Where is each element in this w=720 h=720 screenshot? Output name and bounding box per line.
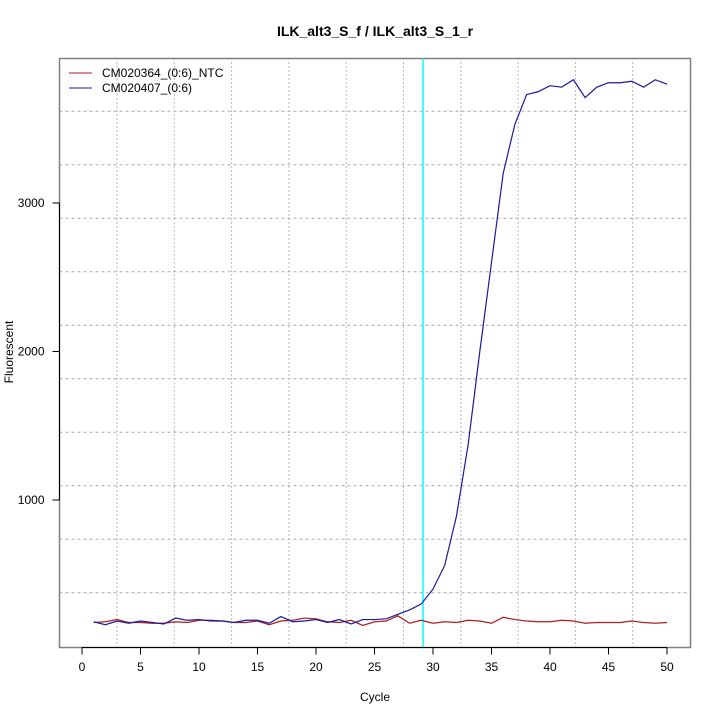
series-line-0 — [93, 615, 668, 627]
x-axis-label: Cycle — [360, 690, 390, 704]
series-group — [93, 78, 668, 627]
plot-frame — [58, 57, 692, 649]
legend-label-ntc: CM020364_(0:6)_NTC — [102, 66, 224, 80]
y-axis: 1000 2000 3000 — [18, 196, 60, 507]
x-tick-label: 10 — [192, 660, 206, 674]
y-tick-label: 3000 — [18, 196, 45, 210]
x-tick-label: 20 — [309, 660, 323, 674]
x-tick-label: 0 — [79, 660, 86, 674]
x-tick-label: 15 — [251, 660, 265, 674]
x-tick-label: 40 — [543, 660, 557, 674]
x-tick-label: 35 — [485, 660, 499, 674]
x-tick-label: 50 — [660, 660, 674, 674]
legend: CM020364_(0:6)_NTC CM020407_(0:6) — [69, 66, 224, 95]
legend-label-sample: CM020407_(0:6) — [102, 81, 192, 95]
y-axis-label: Fluorescent — [2, 320, 16, 383]
grid — [59, 58, 691, 648]
series-line-1 — [93, 78, 668, 626]
x-tick-label: 25 — [368, 660, 382, 674]
y-tick-label: 1000 — [18, 493, 45, 507]
y-tick-label: 2000 — [18, 345, 45, 359]
x-tick-label: 5 — [137, 660, 144, 674]
x-axis: 0 5 10 15 20 25 30 35 40 45 50 — [79, 647, 674, 674]
chart-title: ILK_alt3_S_f / ILK_alt3_S_1_r — [277, 23, 474, 39]
x-tick-label: 45 — [602, 660, 616, 674]
x-tick-label: 30 — [426, 660, 440, 674]
